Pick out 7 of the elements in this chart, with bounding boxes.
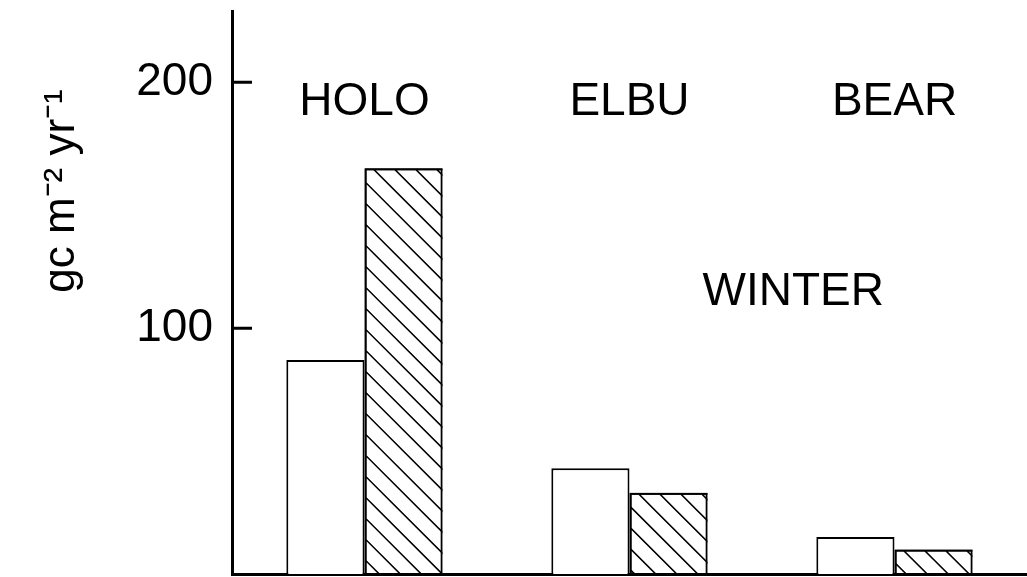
y-axis-title: gc m⁻² yr⁻¹	[34, 89, 83, 293]
y-tick-label: 100	[136, 298, 213, 351]
annotation: WINTER	[702, 263, 884, 316]
x-tick-label: HOLO	[299, 72, 430, 125]
x-tick-label: ELBU	[569, 72, 690, 125]
x-tick-label: BEAR	[831, 72, 958, 125]
y-tick-label: 200	[136, 52, 213, 105]
